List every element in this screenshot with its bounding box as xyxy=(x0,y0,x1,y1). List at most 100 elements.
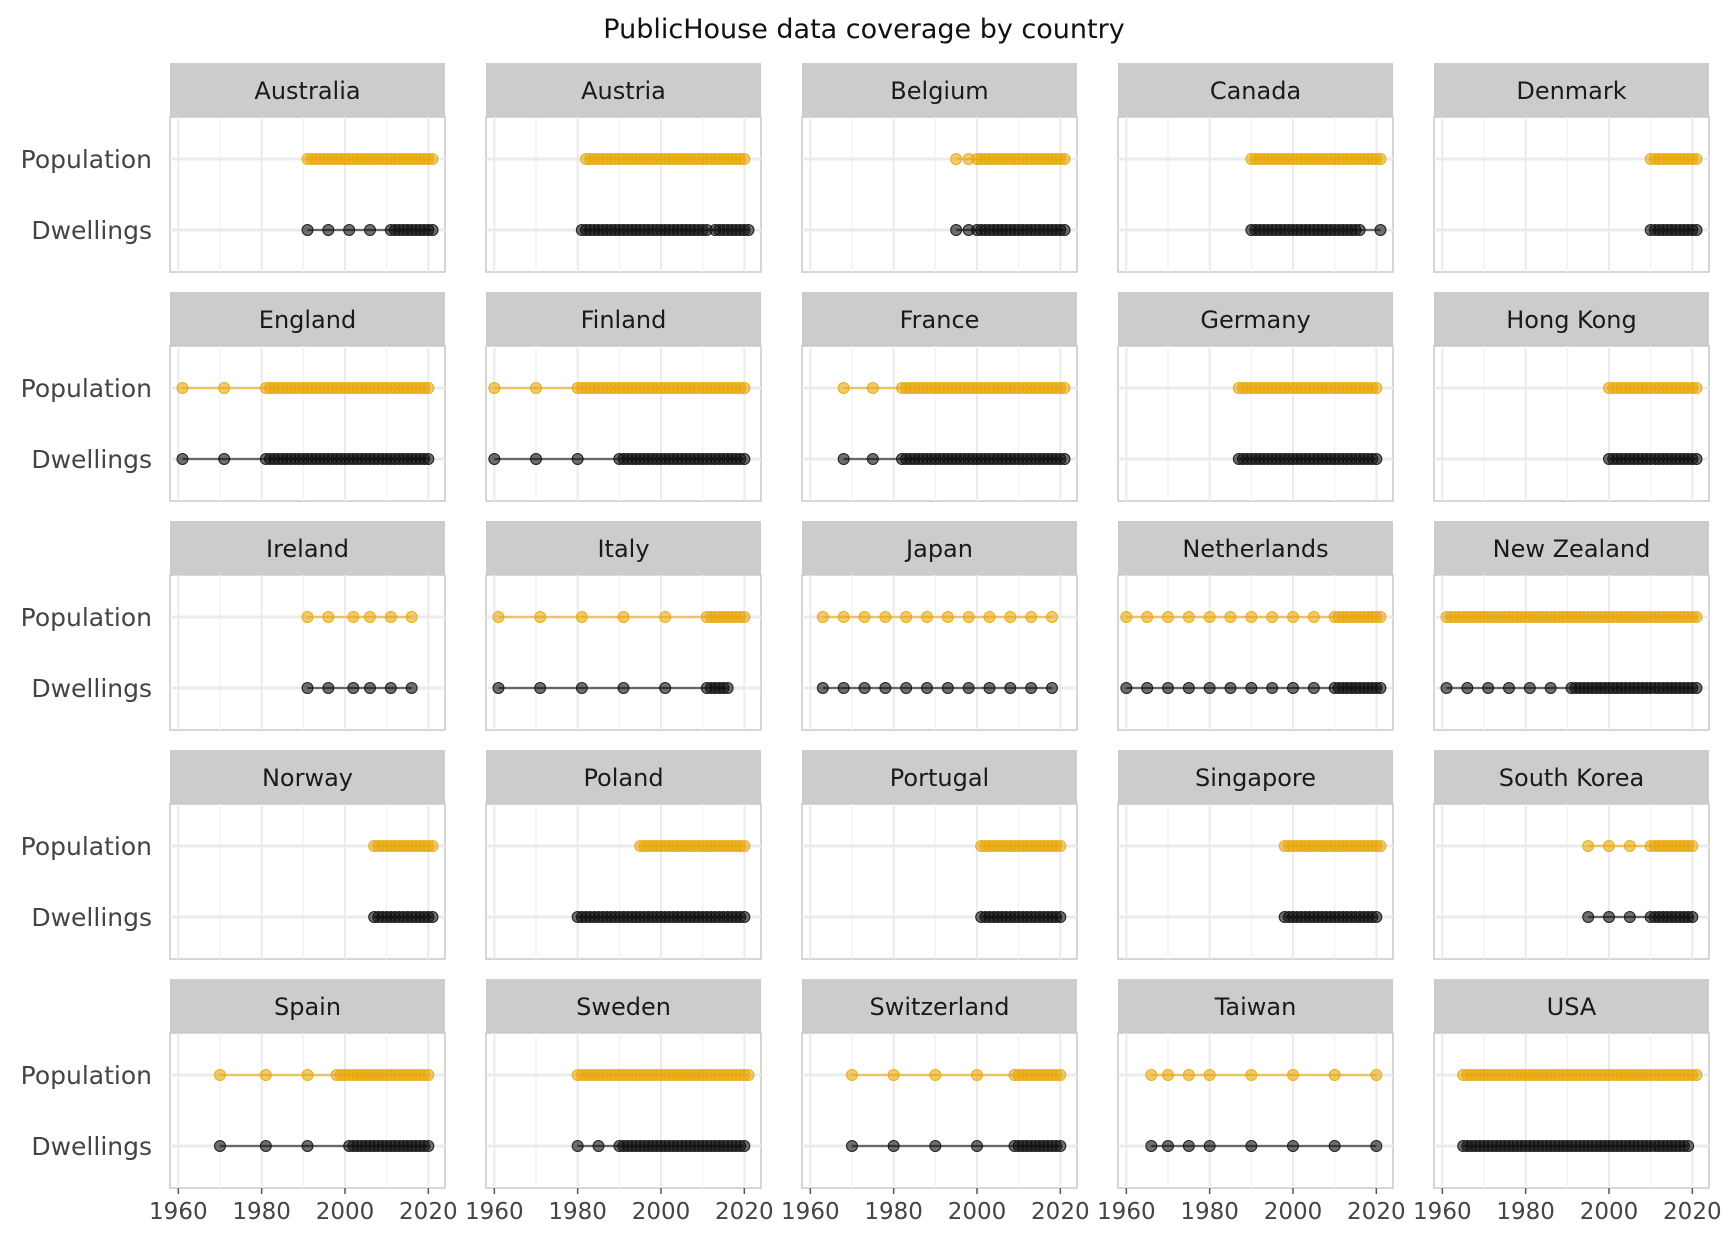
panel-title: Spain xyxy=(274,993,341,1021)
data-point xyxy=(816,682,829,694)
data-point xyxy=(1690,1069,1703,1081)
panel-strip xyxy=(802,63,1077,117)
panel-strip xyxy=(170,63,445,117)
data-point xyxy=(422,1069,435,1081)
data-point xyxy=(1004,682,1017,694)
series-population xyxy=(1278,840,1387,852)
data-point xyxy=(575,682,588,694)
data-point xyxy=(929,1069,942,1081)
data-point xyxy=(1370,382,1383,394)
panel-title: Portugal xyxy=(890,764,989,792)
series-dwellings xyxy=(1278,911,1383,923)
data-point xyxy=(347,682,360,694)
data-point xyxy=(941,682,954,694)
x-tick-label: 2000 xyxy=(948,1199,1007,1225)
data-point xyxy=(592,1140,605,1152)
data-point xyxy=(929,1140,942,1152)
panel-plot-area xyxy=(1117,803,1394,960)
series-population xyxy=(1644,153,1703,165)
data-point xyxy=(1046,682,1058,694)
series-dwellings xyxy=(1582,911,1699,923)
data-point xyxy=(1682,1140,1695,1152)
x-tick-label: 2020 xyxy=(399,1199,458,1225)
panel-strip xyxy=(486,521,761,575)
data-point xyxy=(301,1069,314,1081)
panel-strip xyxy=(802,750,1077,804)
data-point xyxy=(837,682,850,694)
series-dwellings xyxy=(214,1140,435,1152)
data-point xyxy=(721,682,734,694)
data-point xyxy=(879,682,892,694)
data-point xyxy=(575,611,588,623)
panel-usa: USA xyxy=(1433,979,1710,1189)
data-point xyxy=(1374,153,1387,165)
x-tick-label: 1960 xyxy=(781,1199,840,1225)
y-label-dwellings: Dwellings xyxy=(31,674,152,703)
data-point xyxy=(1690,153,1703,165)
series-dwellings xyxy=(1120,682,1387,694)
data-point xyxy=(1058,382,1071,394)
panel-title: Finland xyxy=(581,306,667,334)
panel-title: Poland xyxy=(583,764,663,792)
series-dwellings xyxy=(571,911,751,923)
panel-plot-area xyxy=(485,116,762,273)
x-tick-label: 2000 xyxy=(316,1199,375,1225)
panel-strip xyxy=(1434,63,1709,117)
data-point xyxy=(214,1140,226,1152)
data-point xyxy=(422,382,435,394)
data-point xyxy=(1120,682,1133,694)
data-point xyxy=(1690,382,1703,394)
data-point xyxy=(971,1069,983,1081)
series-dwellings xyxy=(846,1140,1067,1152)
series-dwellings xyxy=(837,453,1071,465)
y-label-population: Population xyxy=(21,145,152,174)
series-dwellings xyxy=(1440,682,1703,694)
panel-plot-area xyxy=(169,1032,446,1189)
data-point xyxy=(1374,840,1387,852)
panel-strip xyxy=(1118,521,1393,575)
panel-title: Belgium xyxy=(890,77,988,105)
series-population xyxy=(1145,1069,1383,1081)
data-point xyxy=(1287,611,1299,623)
series-population xyxy=(368,840,439,852)
panel-title: New Zealand xyxy=(1493,535,1651,563)
data-point xyxy=(384,682,397,694)
data-point xyxy=(1582,840,1595,852)
panel-strip xyxy=(1118,292,1393,346)
data-point xyxy=(1374,682,1387,694)
data-point xyxy=(950,224,963,236)
panel-plot-area xyxy=(1433,574,1710,731)
panel-title: Hong Kong xyxy=(1506,306,1636,334)
x-tick-label: 1960 xyxy=(149,1199,208,1225)
series-population xyxy=(1582,840,1699,852)
data-point xyxy=(1523,682,1536,694)
data-point xyxy=(1623,840,1636,852)
series-population xyxy=(1457,1069,1703,1081)
data-point xyxy=(1203,1140,1216,1152)
panel-title: Netherlands xyxy=(1182,535,1328,563)
panel-plot-area xyxy=(801,803,1078,960)
x-tick-label: 2000 xyxy=(632,1199,691,1225)
panel-plot-area xyxy=(801,116,1078,273)
data-point xyxy=(1370,453,1383,465)
data-point xyxy=(492,611,505,623)
data-point xyxy=(846,1140,858,1152)
data-point xyxy=(1603,911,1615,923)
data-point xyxy=(1544,682,1557,694)
panel-strip xyxy=(1118,750,1393,804)
x-tick-label: 1980 xyxy=(232,1199,291,1225)
data-point xyxy=(1058,224,1071,236)
data-point xyxy=(301,682,314,694)
data-point xyxy=(1025,611,1038,623)
panel-new-zealand: New Zealand xyxy=(1433,521,1710,731)
data-point xyxy=(738,453,751,465)
panel-strip xyxy=(486,979,761,1033)
data-point xyxy=(921,682,933,694)
data-point xyxy=(900,611,913,623)
panel-denmark: Denmark xyxy=(1433,63,1710,273)
data-point xyxy=(488,382,501,394)
data-point xyxy=(1120,611,1133,623)
series-population xyxy=(301,153,439,165)
data-point xyxy=(1287,1140,1299,1152)
data-point xyxy=(1686,840,1699,852)
